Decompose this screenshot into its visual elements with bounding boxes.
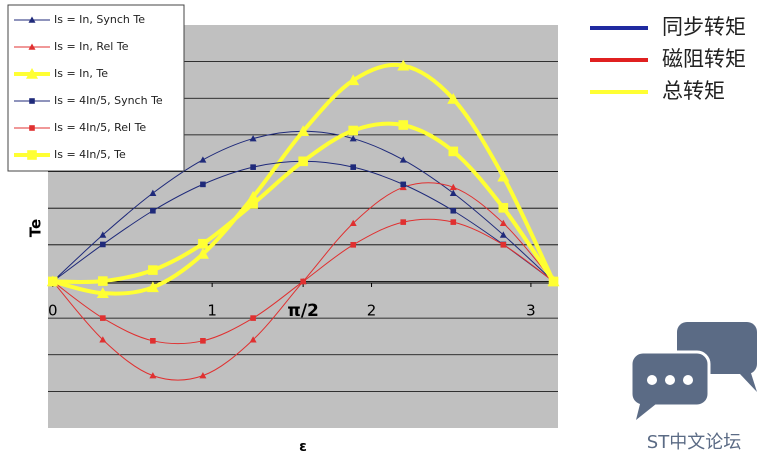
x-tick-label: 3: [526, 302, 536, 320]
watermark: ST中文论坛: [629, 322, 757, 453]
legend-box: [7, 4, 185, 172]
marker: [98, 276, 108, 286]
marker: [497, 170, 510, 182]
x-tick-label: 2: [367, 302, 377, 320]
marker: [199, 156, 207, 163]
legend-label: Is = 4In/5, Te: [54, 148, 126, 161]
legend2-label: 总转矩: [662, 79, 725, 103]
marker: [200, 181, 206, 188]
marker: [500, 242, 507, 248]
marker: [149, 189, 157, 196]
marker: [450, 207, 457, 214]
marker: [198, 238, 208, 249]
marker: [447, 93, 460, 104]
marker: [249, 135, 257, 142]
watermark-text: ST中文论坛: [647, 432, 741, 453]
legend2-label: 同步转矩: [662, 15, 746, 39]
dot: [647, 375, 657, 385]
marker: [200, 338, 206, 344]
marker: [249, 336, 257, 343]
marker: [96, 287, 109, 298]
marker: [349, 135, 357, 142]
bubble-tail: [636, 404, 656, 420]
series-line: [52, 62, 556, 296]
x-tick-label: π/2: [287, 301, 319, 321]
marker: [196, 247, 209, 259]
x-tick-label: 0: [48, 302, 58, 320]
marker: [348, 125, 359, 136]
marker: [150, 338, 156, 344]
marker: [349, 219, 357, 227]
marker: [29, 98, 35, 104]
marker: [398, 120, 409, 130]
marker: [148, 265, 158, 275]
bubble-tail: [740, 370, 757, 392]
marker: [149, 372, 157, 379]
marker: [449, 183, 457, 191]
marker: [298, 156, 308, 167]
marker: [26, 68, 38, 79]
legend-label: Is = In, Te: [54, 67, 108, 80]
legend2-label: 磁阻转矩: [662, 47, 746, 71]
marker: [27, 150, 37, 160]
dot: [683, 375, 693, 385]
marker: [146, 281, 159, 293]
marker: [28, 16, 36, 23]
marker: [400, 219, 407, 225]
marker: [448, 146, 459, 157]
x-axis-label: ε: [299, 439, 307, 455]
marker: [300, 278, 306, 285]
marker: [47, 276, 58, 287]
marker: [250, 164, 256, 170]
marker: [250, 315, 256, 321]
marker: [150, 207, 156, 214]
marker: [297, 125, 310, 137]
marker: [99, 336, 107, 343]
legend-label: Is = 4In/5, Rel Te: [54, 121, 146, 134]
marker: [397, 59, 410, 71]
marker: [29, 125, 35, 131]
marker: [548, 276, 559, 287]
marker: [99, 231, 107, 238]
marker: [350, 164, 357, 170]
marker: [248, 198, 258, 209]
marker: [100, 315, 106, 321]
marker: [347, 74, 360, 86]
marker: [199, 372, 207, 379]
marker: [449, 189, 457, 196]
marker: [498, 203, 509, 213]
marker: [28, 43, 36, 50]
y-axis-label: Te: [27, 219, 45, 237]
legend-label: Is = In, Synch Te: [54, 13, 145, 26]
x-tick-label: 1: [207, 302, 217, 320]
marker: [399, 156, 407, 163]
marker: [100, 241, 106, 248]
marker: [400, 181, 407, 188]
legend-label: Is = 4In/5, Synch Te: [54, 94, 163, 107]
dot: [665, 375, 675, 385]
marker: [499, 219, 507, 227]
legend-label: Is = In, Rel Te: [54, 40, 129, 53]
marker: [450, 219, 457, 225]
marker: [499, 231, 507, 238]
marker: [350, 242, 357, 248]
